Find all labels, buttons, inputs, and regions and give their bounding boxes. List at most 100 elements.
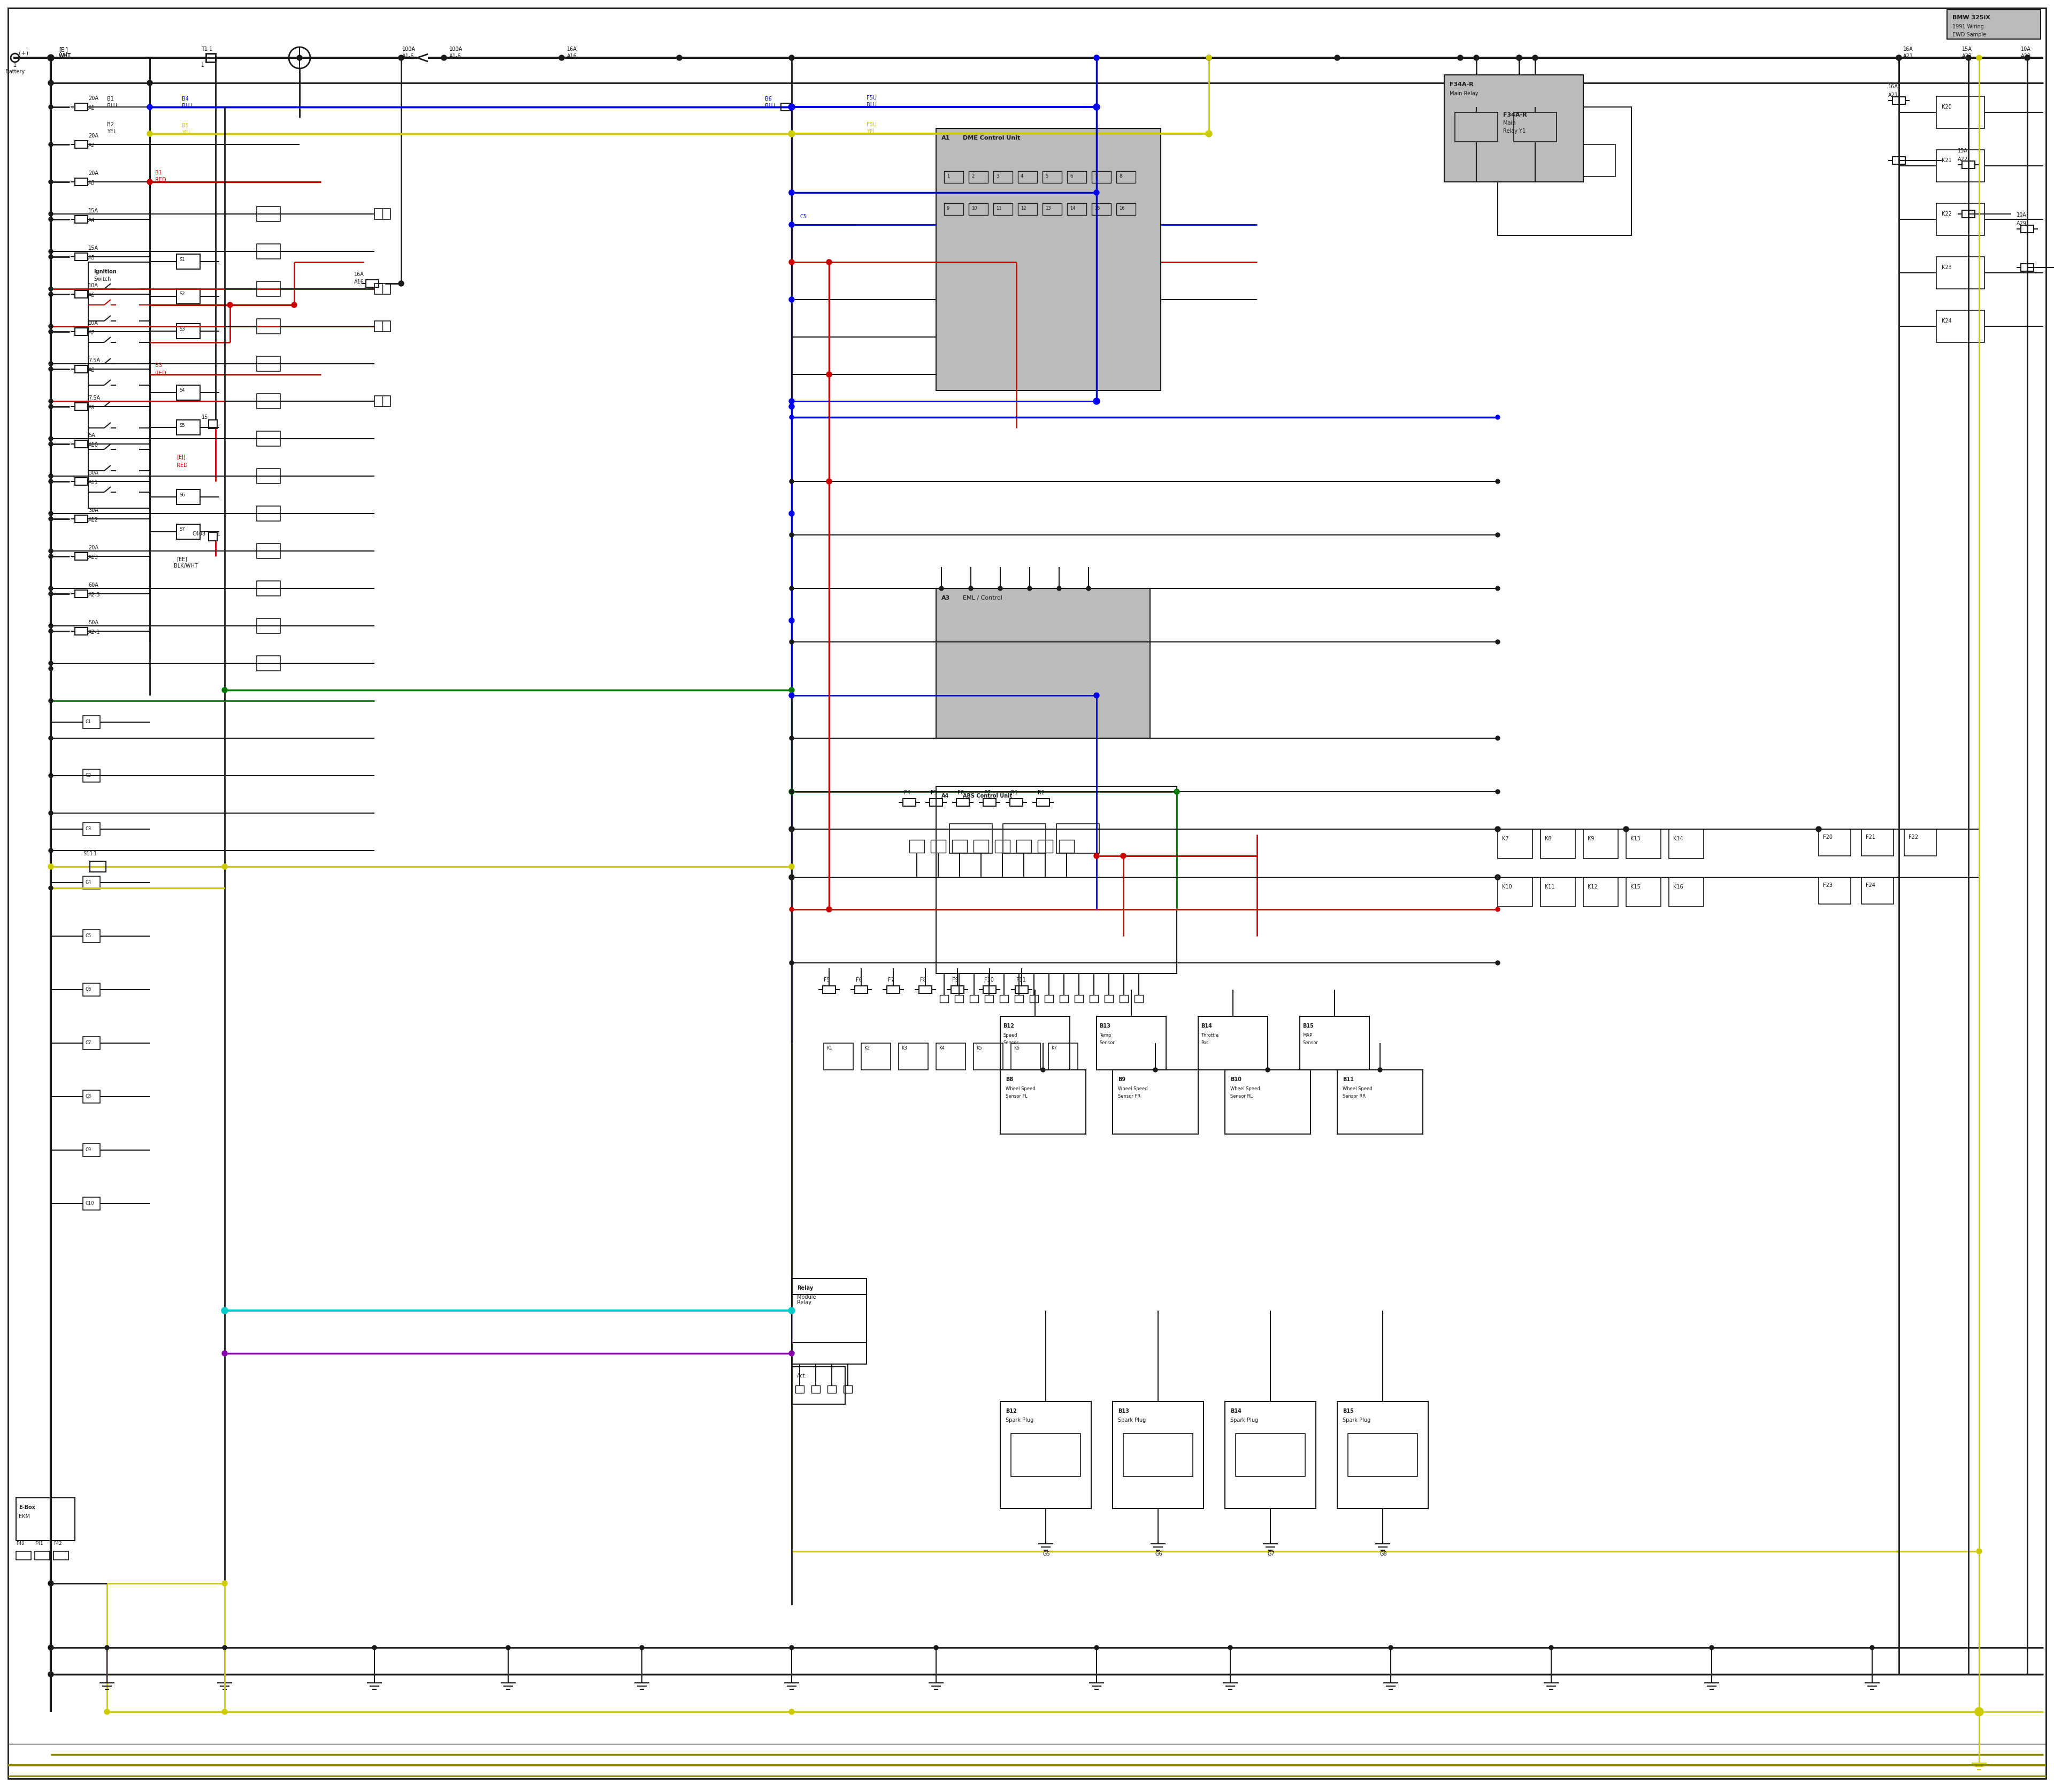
Circle shape bbox=[49, 586, 53, 591]
Bar bbox=[374, 321, 390, 332]
Bar bbox=[1627, 878, 1662, 907]
Text: 10A: 10A bbox=[88, 321, 99, 326]
Text: 15: 15 bbox=[1095, 206, 1101, 211]
Bar bbox=[257, 432, 279, 446]
Circle shape bbox=[1495, 532, 1499, 538]
Text: F6: F6 bbox=[857, 977, 863, 982]
Text: C5: C5 bbox=[86, 934, 92, 939]
Circle shape bbox=[49, 548, 53, 554]
Bar bbox=[82, 930, 101, 943]
Text: B1: B1 bbox=[107, 97, 113, 102]
Bar bbox=[1947, 9, 2040, 39]
Text: F40: F40 bbox=[16, 1541, 25, 1546]
Text: YEL: YEL bbox=[107, 129, 117, 134]
Bar bbox=[1514, 113, 1557, 142]
Circle shape bbox=[1473, 56, 1479, 61]
Text: 1: 1 bbox=[210, 47, 212, 52]
Bar bbox=[994, 840, 1011, 853]
Circle shape bbox=[1976, 1710, 1982, 1715]
Bar bbox=[257, 206, 279, 222]
Text: RED: RED bbox=[156, 371, 166, 376]
Text: 7: 7 bbox=[1095, 174, 1097, 179]
Bar bbox=[984, 799, 996, 806]
Bar bbox=[1089, 995, 1099, 1002]
Bar bbox=[74, 441, 88, 448]
Bar bbox=[1056, 824, 1099, 853]
Text: S11: S11 bbox=[82, 851, 92, 857]
Text: EKM: EKM bbox=[18, 1514, 31, 1520]
Circle shape bbox=[1495, 640, 1499, 643]
Text: Sensor RL: Sensor RL bbox=[1230, 1095, 1253, 1098]
Text: 1: 1 bbox=[201, 63, 205, 68]
Text: 30A: 30A bbox=[88, 470, 99, 475]
Bar bbox=[1337, 1401, 1428, 1509]
Text: DME Control Unit: DME Control Unit bbox=[963, 136, 1021, 142]
Circle shape bbox=[148, 81, 152, 86]
Circle shape bbox=[826, 260, 832, 265]
Text: RED: RED bbox=[156, 177, 166, 183]
Circle shape bbox=[789, 688, 795, 694]
Text: A10: A10 bbox=[88, 443, 99, 448]
Bar bbox=[53, 1552, 68, 1559]
Bar bbox=[257, 656, 279, 670]
Text: K20: K20 bbox=[1941, 104, 1951, 109]
Text: Speed: Speed bbox=[1002, 1032, 1017, 1038]
Text: A22: A22 bbox=[1957, 156, 1968, 161]
Circle shape bbox=[1095, 56, 1099, 61]
Text: Throttle: Throttle bbox=[1202, 1032, 1218, 1038]
Bar bbox=[257, 543, 279, 559]
Text: F34A-R: F34A-R bbox=[1504, 113, 1526, 118]
Bar bbox=[1037, 840, 1052, 853]
Circle shape bbox=[49, 511, 53, 516]
Text: EWD Sample: EWD Sample bbox=[1953, 32, 1986, 38]
Circle shape bbox=[789, 788, 795, 794]
Circle shape bbox=[789, 297, 795, 303]
Text: A7: A7 bbox=[88, 330, 94, 335]
Bar bbox=[795, 1385, 803, 1392]
Circle shape bbox=[222, 1351, 228, 1357]
Text: A29: A29 bbox=[2021, 54, 2031, 59]
Bar bbox=[984, 995, 994, 1002]
Bar bbox=[177, 419, 199, 435]
Circle shape bbox=[1623, 826, 1629, 831]
Text: K1: K1 bbox=[826, 1047, 832, 1050]
Text: Relay: Relay bbox=[797, 1299, 811, 1305]
Circle shape bbox=[49, 591, 53, 597]
Text: BLU: BLU bbox=[107, 104, 117, 109]
Text: 9: 9 bbox=[947, 206, 949, 211]
Circle shape bbox=[1709, 1645, 1713, 1650]
Bar bbox=[74, 215, 88, 222]
Circle shape bbox=[1095, 56, 1099, 61]
Text: K23: K23 bbox=[1941, 265, 1951, 271]
Bar bbox=[82, 1090, 101, 1104]
Bar bbox=[177, 289, 199, 305]
Circle shape bbox=[1549, 1645, 1553, 1650]
Circle shape bbox=[826, 907, 832, 912]
Text: Sensor FL: Sensor FL bbox=[1006, 1095, 1027, 1098]
Text: 16A: 16A bbox=[353, 272, 364, 278]
Text: K6: K6 bbox=[1013, 1047, 1019, 1050]
Bar bbox=[861, 1043, 891, 1070]
Text: P6: P6 bbox=[957, 790, 963, 796]
Text: 4: 4 bbox=[1021, 174, 1023, 179]
Text: S4: S4 bbox=[179, 389, 185, 392]
Bar bbox=[1037, 799, 1050, 806]
Text: B14: B14 bbox=[1202, 1023, 1212, 1029]
Text: F41: F41 bbox=[35, 1541, 43, 1546]
Bar bbox=[1068, 172, 1087, 183]
Text: C9: C9 bbox=[86, 1147, 92, 1152]
Bar bbox=[82, 1038, 101, 1050]
Text: F5: F5 bbox=[824, 977, 830, 982]
Circle shape bbox=[47, 54, 53, 61]
Text: K7: K7 bbox=[1052, 1047, 1058, 1050]
Text: Main: Main bbox=[1504, 120, 1516, 125]
Bar bbox=[1068, 202, 1087, 215]
Circle shape bbox=[1495, 416, 1499, 419]
Text: K13: K13 bbox=[1631, 837, 1641, 842]
Bar bbox=[1119, 995, 1128, 1002]
Circle shape bbox=[1495, 907, 1499, 912]
Bar bbox=[82, 876, 101, 889]
Bar bbox=[791, 1278, 867, 1364]
Circle shape bbox=[1093, 398, 1099, 405]
Circle shape bbox=[1869, 1645, 1873, 1650]
